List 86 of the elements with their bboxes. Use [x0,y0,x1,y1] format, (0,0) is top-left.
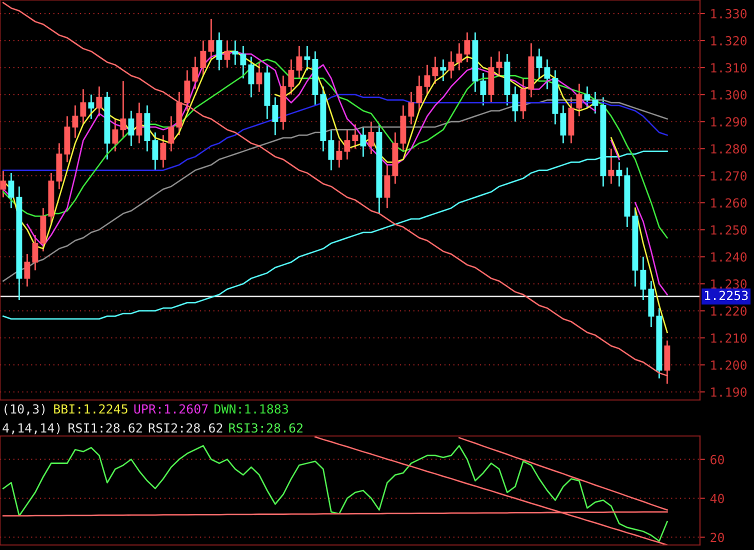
candlestick [0,170,6,198]
line-series [2,58,668,239]
candlestick [88,94,94,120]
candlestick [80,88,86,126]
y-tick-label: 1.210 [711,333,747,343]
y-tick-label: 20 [710,532,724,542]
candlestick [24,253,30,288]
candlestick [520,78,526,120]
candlestick [160,134,166,168]
candlestick [216,32,222,71]
candlestick [608,148,614,184]
candlestick [544,58,550,90]
y-tick-label: 1.250 [711,225,747,235]
candlestick [184,70,190,112]
candlestick [304,45,310,71]
candlestick [448,50,454,80]
y-tick-label: 60 [710,454,724,464]
text: UPR:1.2607 [134,404,208,414]
text: RSI3:28.62 [229,423,302,433]
candlestick [296,45,302,80]
candlestick [344,129,350,160]
candlestick [464,32,470,63]
candlestick [152,132,158,171]
candlestick [584,86,590,109]
ref-line-label: 1.2253 [705,290,748,300]
candlestick [416,74,422,112]
y-tick-label: 1.200 [711,360,747,370]
y-tick-label: 1.270 [711,171,747,181]
candlestick [480,72,486,106]
candlestick [512,86,518,122]
candlestick [536,48,542,80]
candlestick [616,161,622,188]
candlestick [640,256,646,301]
candlestick [592,91,598,114]
candlestick [168,116,174,152]
y-tick-label: 1.230 [711,279,747,289]
candlestick [96,86,102,117]
candlestick [128,110,134,147]
candlestick [240,45,246,80]
text: DWN:1.1883 [214,404,288,414]
candlestick [32,234,38,271]
candlestick [248,56,254,98]
candlestick [224,40,230,68]
y-tick-label: 1.290 [711,117,747,127]
candlestick [424,64,430,96]
candlestick [328,129,334,171]
candlestick [496,50,502,76]
y-tick-label: 1.330 [711,9,747,18]
candlestick [208,18,214,60]
candlestick [200,40,206,76]
text: (10,3) [4,404,45,416]
candlestick [272,96,278,136]
y-tick-label: 1.260 [711,198,747,208]
candlestick [256,61,262,93]
candlestick [576,83,582,117]
candlestick [560,104,566,144]
candlestick [112,118,118,152]
y-tick-label: 1.220 [711,306,747,316]
candlestick [192,56,198,90]
candlestick [440,58,446,82]
text: 4,14,14) [2,423,60,434]
candlestick [8,172,14,209]
candlestick [120,80,126,139]
candlestick [456,42,462,71]
candlestick [288,58,294,96]
candlestick [408,91,414,126]
y-tick-label: 1.320 [711,36,747,46]
text: RSI2:28.62 [148,423,222,433]
candlestick [232,40,238,66]
candlestick [384,164,390,209]
y-tick-label: 40 [710,494,724,504]
candlestick [72,104,78,139]
y-tick-label: 1.190 [711,387,747,397]
candlestick [368,120,374,155]
candlestick [352,124,358,150]
line-series [2,2,668,376]
y-tick-label: 1.300 [711,90,747,100]
candlestick [136,102,142,144]
candlestick [432,56,438,84]
y-tick-label: 1.280 [711,144,747,154]
candlestick [360,126,366,158]
y-tick-label: 1.240 [711,252,747,262]
text: BBI:1.2245 [54,404,128,414]
y-tick-label: 1.310 [711,63,747,73]
candlestick [336,140,342,168]
text: RSI1:28.62 [68,423,142,433]
